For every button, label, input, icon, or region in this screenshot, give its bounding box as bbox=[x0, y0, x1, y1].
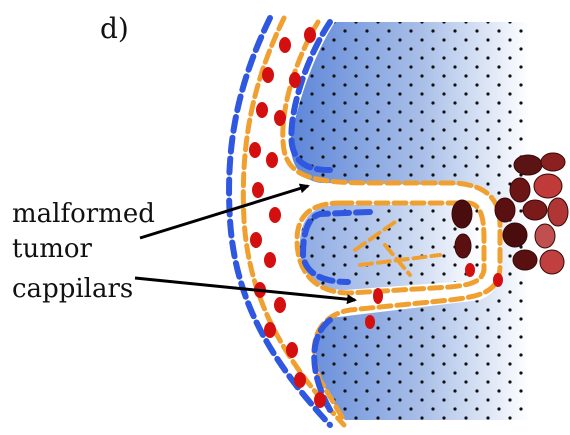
annotation-line: cappilars bbox=[12, 274, 133, 304]
diagram: d) malformed tumor cappilars bbox=[0, 0, 570, 435]
panel-label: d) bbox=[100, 12, 129, 45]
annotation-line: tumor bbox=[12, 234, 93, 264]
arrow bbox=[140, 186, 308, 238]
tumor-tissue bbox=[291, 22, 530, 420]
annotation-line: malformed bbox=[12, 199, 155, 229]
